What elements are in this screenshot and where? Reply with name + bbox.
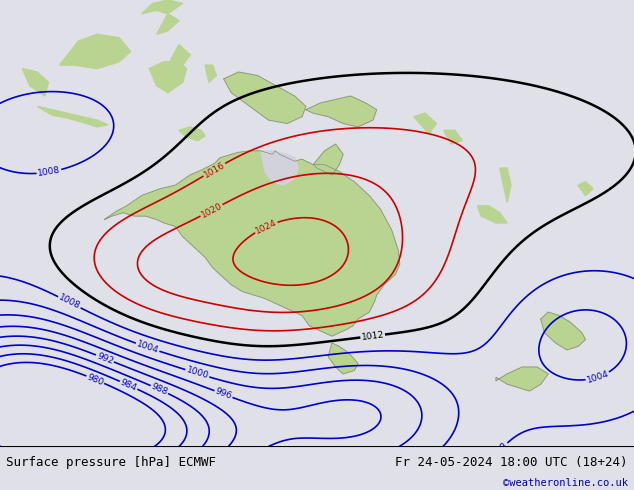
Polygon shape [205, 65, 216, 82]
Polygon shape [500, 168, 511, 202]
Text: 988: 988 [0, 454, 1, 469]
Text: 1008: 1008 [37, 166, 61, 178]
Polygon shape [149, 62, 186, 93]
Text: 1004: 1004 [135, 340, 160, 355]
Polygon shape [313, 144, 343, 175]
Polygon shape [444, 130, 462, 144]
Polygon shape [157, 14, 179, 34]
Polygon shape [578, 182, 593, 196]
Polygon shape [142, 0, 183, 14]
Text: 1000: 1000 [185, 366, 210, 381]
Polygon shape [477, 206, 507, 223]
Polygon shape [261, 151, 299, 185]
Polygon shape [37, 106, 108, 127]
Text: 988: 988 [150, 382, 169, 397]
Polygon shape [105, 151, 400, 336]
Text: Surface pressure [hPa] ECMWF: Surface pressure [hPa] ECMWF [6, 456, 216, 469]
Text: 984: 984 [119, 378, 138, 393]
Text: 1008: 1008 [57, 293, 82, 312]
Text: 996: 996 [214, 387, 233, 401]
Text: 1012: 1012 [361, 330, 385, 342]
Polygon shape [168, 45, 190, 65]
Polygon shape [328, 343, 358, 374]
Text: 1008: 1008 [487, 441, 510, 463]
Text: 1016: 1016 [202, 160, 226, 179]
Text: 992: 992 [95, 351, 115, 366]
Text: 1004: 1004 [585, 369, 610, 385]
Text: 1020: 1020 [199, 201, 224, 220]
Polygon shape [60, 34, 131, 69]
Polygon shape [179, 127, 205, 141]
Polygon shape [496, 367, 548, 391]
Text: 984: 984 [13, 457, 31, 470]
Text: Fr 24-05-2024 18:00 UTC (18+24): Fr 24-05-2024 18:00 UTC (18+24) [395, 456, 628, 469]
Text: 1024: 1024 [254, 218, 278, 236]
Polygon shape [414, 113, 436, 134]
Polygon shape [541, 312, 586, 350]
Text: 980: 980 [86, 372, 105, 387]
Text: ©weatheronline.co.uk: ©weatheronline.co.uk [503, 478, 628, 489]
Polygon shape [224, 72, 306, 123]
Polygon shape [22, 69, 48, 96]
Polygon shape [306, 96, 377, 127]
